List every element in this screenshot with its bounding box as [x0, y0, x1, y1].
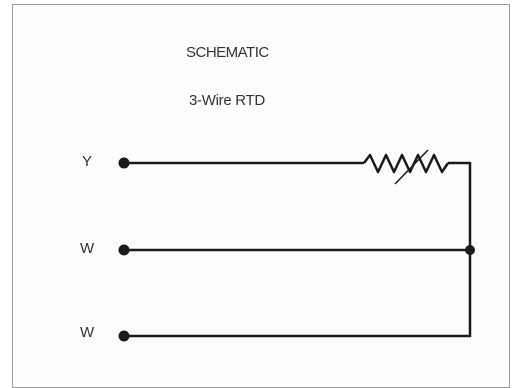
terminal-label-w2: W: [80, 324, 95, 341]
diagram-title: SCHEMATIC: [186, 44, 269, 61]
terminal-label-y: Y: [82, 153, 93, 170]
terminal-dot-y: [118, 157, 130, 169]
junction-dot: [465, 245, 475, 255]
diagram-frame: [12, 4, 510, 388]
terminal-dot-w1: [118, 244, 130, 256]
terminal-label-w1: W: [80, 240, 95, 257]
diagram-subtitle: 3-Wire RTD: [189, 92, 265, 109]
variable-resistor-icon: [363, 149, 450, 185]
terminal-dot-w2: [118, 330, 130, 342]
